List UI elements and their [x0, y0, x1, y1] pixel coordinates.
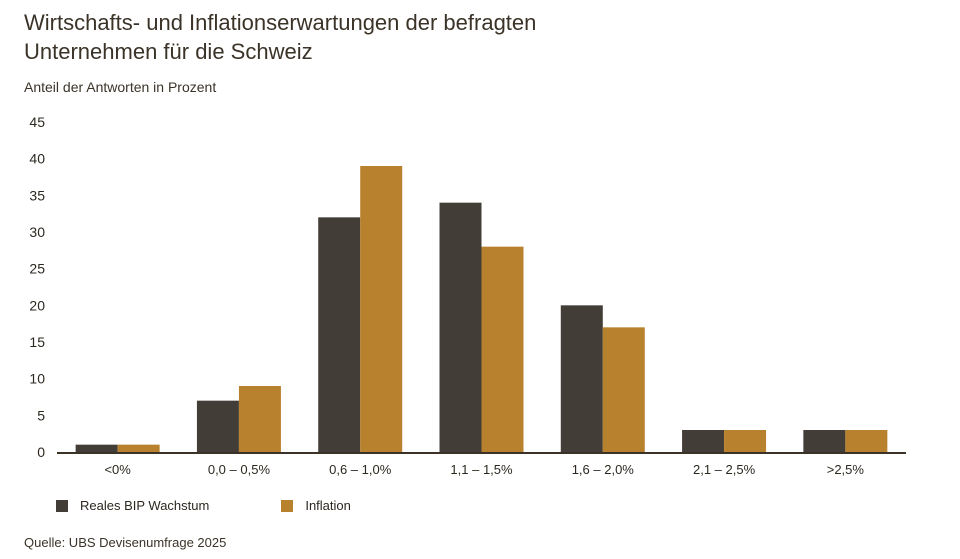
bar-inflation — [724, 430, 767, 452]
x-tick-label: 2,1 – 2,5% — [693, 462, 756, 477]
bar-gdp — [803, 430, 846, 452]
source-note: Quelle: UBS Devisenumfrage 2025 — [24, 535, 227, 550]
bar-inflation — [360, 166, 403, 452]
x-tick-label: 0,6 – 1,0% — [329, 462, 392, 477]
bar-inflation — [602, 327, 645, 452]
bar-gdp — [439, 202, 482, 452]
bar-gdp — [682, 430, 725, 452]
bars — [75, 166, 888, 452]
legend-label-inflation: Inflation — [305, 498, 351, 513]
legend-item-gdp: Reales BIP Wachstum — [56, 498, 209, 513]
x-axis-labels: <0% 0,0 – 0,5% 0,6 – 1,0% 1,1 – 1,5% 1,6 – 2… — [104, 462, 864, 477]
y-tick-label: 15 — [29, 334, 45, 350]
y-tick-label: 40 — [29, 151, 45, 167]
y-tick-label: 10 — [29, 371, 45, 387]
legend-item-inflation: Inflation — [281, 498, 351, 513]
y-axis-ticks: 0 5 10 15 20 25 30 35 40 45 — [29, 114, 45, 460]
x-tick-label: 0,0 – 0,5% — [208, 462, 271, 477]
x-tick-label: 1,6 – 2,0% — [572, 462, 635, 477]
chart-title-line-1: Wirtschafts- und Inflationserwartungen d… — [24, 10, 537, 35]
legend-label-gdp: Reales BIP Wachstum — [80, 498, 210, 513]
y-tick-label: 35 — [29, 187, 45, 203]
legend-swatch-gdp — [56, 499, 68, 512]
bar-inflation — [238, 386, 281, 452]
bar-inflation — [481, 246, 524, 452]
legend: Reales BIP Wachstum Inflation — [56, 498, 423, 513]
bar-gdp — [318, 217, 361, 452]
x-tick-label: 1,1 – 1,5% — [450, 462, 513, 477]
bar-gdp — [75, 444, 118, 452]
y-tick-label: 25 — [29, 261, 45, 277]
bar-gdp — [560, 305, 603, 452]
chart-subtitle: Anteil der Antworten in Prozent — [24, 79, 217, 95]
x-tick-label: >2,5% — [827, 462, 865, 477]
y-tick-label: 45 — [29, 114, 45, 130]
x-tick-label: <0% — [104, 462, 131, 477]
chart-title-line-2: Unternehmen für die Schweiz — [24, 39, 313, 64]
chart-title: Wirtschafts- und Inflationserwartungen d… — [24, 8, 724, 66]
bar-gdp — [196, 400, 239, 452]
bar-inflation — [845, 430, 888, 452]
bar-inflation — [117, 444, 160, 452]
y-tick-label: 0 — [37, 444, 45, 460]
legend-swatch-inflation — [281, 499, 294, 512]
y-tick-label: 20 — [29, 297, 45, 313]
y-tick-label: 30 — [29, 224, 45, 240]
y-tick-label: 5 — [37, 407, 45, 423]
